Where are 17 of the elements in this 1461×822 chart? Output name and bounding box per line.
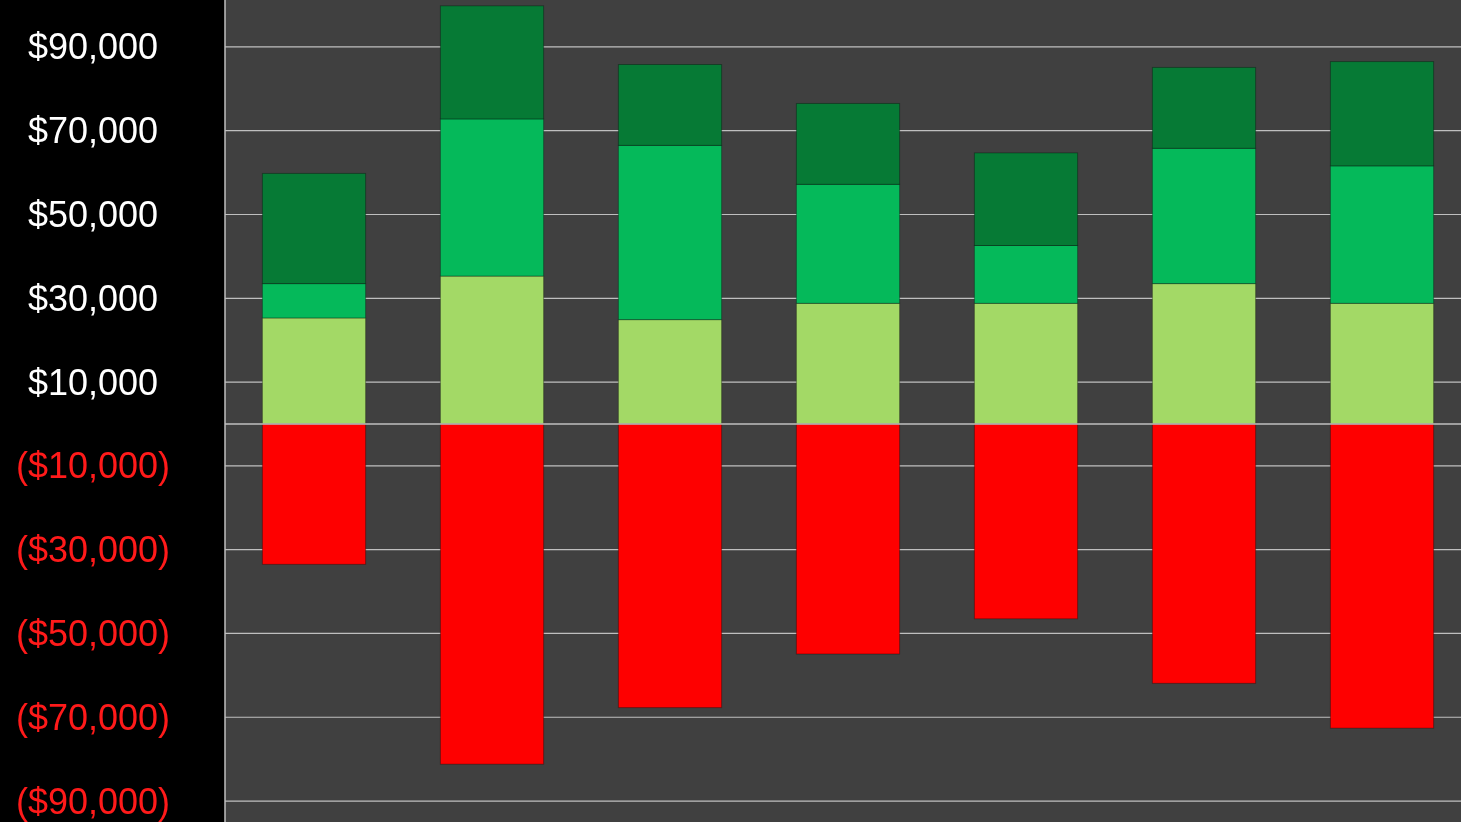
bar (795, 423, 901, 655)
y-tick-label: ($30,000) (15, 529, 171, 571)
bar (973, 423, 1079, 620)
bar (1151, 423, 1257, 684)
bar (261, 423, 367, 565)
y-tick-label: $90,000 (27, 26, 159, 68)
y-tick-label: $70,000 (27, 110, 159, 152)
y-tick-label: $30,000 (27, 277, 159, 319)
bar (439, 423, 545, 765)
bar (1329, 423, 1435, 729)
y-tick-label: ($70,000) (15, 696, 171, 738)
y-tick-label: ($50,000) (15, 613, 171, 655)
y-tick-label: ($90,000) (15, 780, 171, 822)
y-tick-label: $10,000 (27, 361, 159, 403)
y-tick-label: $50,000 (27, 194, 159, 236)
bar (617, 423, 723, 709)
y-tick-label: ($10,000) (15, 445, 171, 487)
